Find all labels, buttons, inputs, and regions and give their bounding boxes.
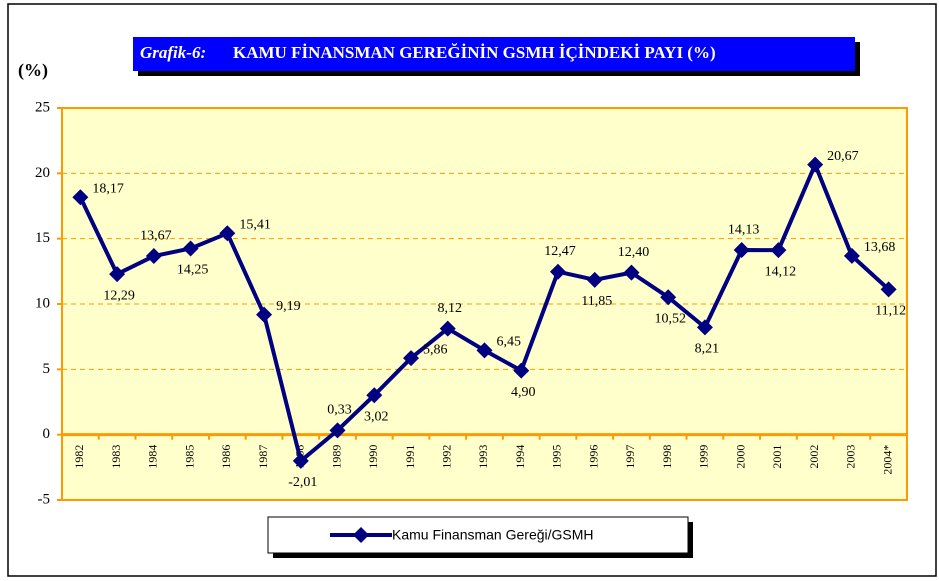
data-label: 11,85 — [581, 294, 612, 309]
plot-border — [61, 107, 908, 501]
legend-marker — [353, 527, 369, 543]
data-point — [880, 281, 897, 298]
data-point — [696, 319, 713, 336]
data-point — [733, 242, 750, 259]
data-label: 8,12 — [438, 301, 463, 316]
x-tick-label: 1982 — [72, 445, 86, 469]
y-tick-label: 10 — [35, 295, 50, 311]
data-label: 14,25 — [177, 263, 209, 278]
x-tick-label: 1998 — [660, 445, 674, 469]
data-point — [660, 289, 677, 306]
data-label: 4,90 — [511, 385, 536, 400]
chart-title: KAMU FİNANSMAN GEREĞİNİN GSMH İÇİNDEKİ P… — [233, 43, 716, 62]
y-axis-label: (%) — [18, 60, 48, 81]
data-point — [219, 225, 236, 242]
data-label: 9,19 — [276, 299, 301, 314]
data-label: 12,29 — [103, 288, 135, 303]
x-tick-label: 2001 — [770, 445, 784, 469]
data-label: 14,12 — [765, 264, 797, 279]
data-point — [145, 248, 162, 265]
data-point — [549, 263, 566, 280]
data-point — [256, 306, 273, 323]
x-tick-label: 1986 — [219, 445, 233, 469]
data-point — [72, 189, 89, 206]
data-label: 12,40 — [618, 245, 650, 260]
data-label: 14,13 — [728, 222, 760, 237]
data-point — [843, 247, 860, 264]
title-label: Grafik-6: — [140, 43, 206, 62]
x-tick-label: 1995 — [550, 445, 564, 469]
data-point — [329, 422, 346, 439]
x-tick-label: 2003 — [844, 445, 858, 469]
data-point — [439, 320, 456, 337]
data-label: 13,68 — [864, 240, 896, 255]
x-tick-label: 2000 — [733, 445, 747, 469]
y-tick-label: 25 — [35, 99, 50, 115]
data-label: 20,67 — [827, 149, 859, 164]
data-point — [770, 242, 787, 259]
x-tick-label: 1992 — [440, 445, 454, 469]
data-label: 12,47 — [544, 244, 576, 259]
data-label: 6,45 — [497, 335, 522, 350]
data-point — [476, 342, 493, 359]
data-label: 13,67 — [140, 228, 172, 243]
x-tick-label: 1994 — [513, 445, 527, 469]
data-point — [586, 271, 603, 288]
y-tick-label: 15 — [35, 230, 50, 246]
x-tick-label: 1997 — [623, 445, 637, 469]
data-point — [403, 350, 420, 367]
y-tick-label: 20 — [35, 165, 50, 181]
x-tick-label: 1996 — [586, 445, 600, 469]
x-tick-label: 2004* — [880, 445, 894, 475]
data-label: 0,33 — [327, 403, 352, 418]
data-point — [109, 266, 126, 283]
x-tick-label: 1985 — [182, 445, 196, 469]
data-label: 18,17 — [92, 181, 124, 196]
x-tick-label: 1999 — [697, 445, 711, 469]
data-label: 15,41 — [239, 218, 271, 233]
data-label: 8,21 — [695, 342, 720, 357]
x-tick-label: 1989 — [329, 445, 343, 469]
x-tick-label: 2002 — [807, 445, 821, 469]
data-label: 11,12 — [875, 304, 906, 319]
x-tick-label: 1984 — [146, 445, 160, 469]
data-point — [366, 387, 383, 404]
title-box — [133, 37, 855, 71]
data-point — [807, 156, 824, 173]
x-tick-label: 1990 — [366, 445, 380, 469]
data-label: 10,52 — [654, 311, 686, 326]
data-point — [292, 452, 309, 469]
data-point — [513, 362, 530, 379]
data-label: 5,86 — [423, 342, 448, 357]
y-tick-label: 5 — [43, 361, 51, 377]
x-tick-label: 1991 — [403, 445, 417, 469]
data-label: -2,01 — [288, 475, 317, 490]
x-tick-label: 1987 — [256, 445, 270, 469]
y-tick-label: 0 — [43, 426, 51, 442]
data-label: 3,02 — [364, 409, 389, 424]
data-point — [623, 264, 640, 281]
x-tick-label: 1993 — [476, 445, 490, 469]
y-tick-label: -5 — [38, 491, 51, 507]
legend-label: Kamu Finansman Gereği/GSMH — [392, 527, 594, 543]
x-tick-label: 1983 — [109, 445, 123, 469]
data-point — [182, 240, 199, 257]
